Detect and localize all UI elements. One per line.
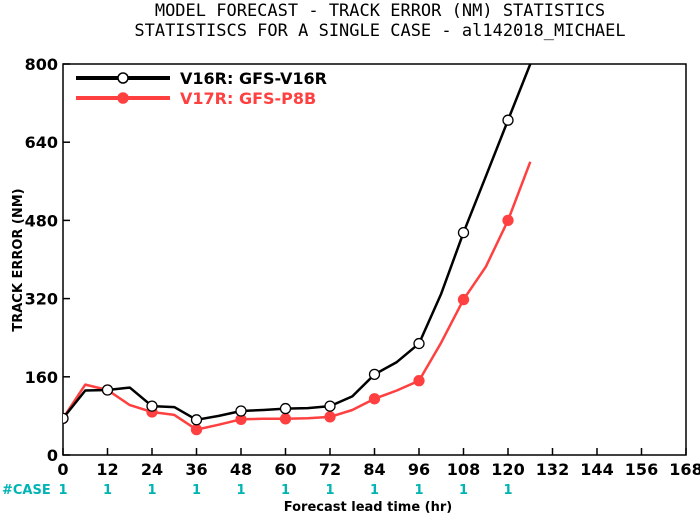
series-point-1 [235,405,247,417]
legend-label-2: V17R: GFS-P8B [180,89,316,108]
case-count: 1 [325,483,334,498]
series-point-1 [101,384,114,396]
series-point-2 [413,375,425,387]
series-point-2 [368,393,381,405]
series-point-2 [457,293,470,306]
series-point-1 [457,226,470,239]
y-tick-label: 480 [25,211,58,230]
x-axis-label: Forecast lead time (hr) [284,500,452,514]
case-count: 1 [103,483,112,498]
x-tick-label: 120 [491,460,524,479]
series-point-1 [63,412,69,424]
legend-marker-1 [117,72,129,84]
y-tick-label: 320 [25,290,58,309]
series-point-2 [190,423,203,436]
series-point-2 [502,214,514,227]
x-tick-label: 36 [185,460,207,479]
case-count: 1 [503,483,512,498]
x-tick-label: 72 [319,460,341,479]
case-count: 1 [147,483,156,498]
series-point-2 [279,413,292,425]
series-point-1 [368,368,381,381]
y-tick-label: 0 [47,446,58,465]
x-tick-label: 48 [230,460,252,479]
x-tick-label: 96 [408,460,430,479]
series-point-1 [413,337,425,350]
chart-title-line-2: STATISTISCS FOR A SINGLE CASE - al142018… [134,21,625,41]
series-point-2 [324,411,336,423]
case-count: 1 [281,483,290,498]
series-group [63,64,532,436]
case-count: 1 [236,483,245,498]
series-line-2 [63,161,532,431]
x-tick-label: 84 [363,460,385,479]
case-row-label: #CASE [2,483,51,498]
x-tick-label: 132 [536,460,569,479]
x-tick-label: 24 [141,460,163,479]
series-point-1 [502,114,514,126]
x-tick-label: 12 [96,460,118,479]
chart-title-line-1: MODEL FORECAST - TRACK ERROR (NM) STATIS… [155,1,605,21]
x-tick-label: 168 [669,460,700,479]
legend-label-1: V16R: GFS-V16R [180,69,327,88]
series-point-1 [190,414,203,426]
x-tick-label: 108 [447,460,480,479]
case-count: 1 [58,483,67,498]
y-tick-label: 800 [25,55,58,74]
x-tick-label: 156 [625,460,658,479]
x-tick-label: 60 [274,460,296,479]
case-count: 1 [459,483,468,498]
x-tick-label: 0 [57,460,68,479]
plot-axes: 0 160 320 480 640 800 0 12 24 36 48 60 72 84 96 108 120 1… [2,55,700,498]
series-line-1 [63,64,532,422]
y-tick-label: 640 [25,133,58,152]
y-axis-label: TRACK ERROR (NM) [11,188,26,331]
case-count: 1 [370,483,379,498]
series-point-1 [279,402,292,415]
case-count: 1 [414,483,423,498]
legend-marker-2 [117,92,129,104]
series-point-1 [146,400,158,412]
y-tick-label: 160 [25,368,58,387]
case-count: 1 [192,483,201,498]
series-layer [63,64,532,436]
series-point-1 [324,400,336,412]
x-tick-label: 144 [580,460,613,479]
